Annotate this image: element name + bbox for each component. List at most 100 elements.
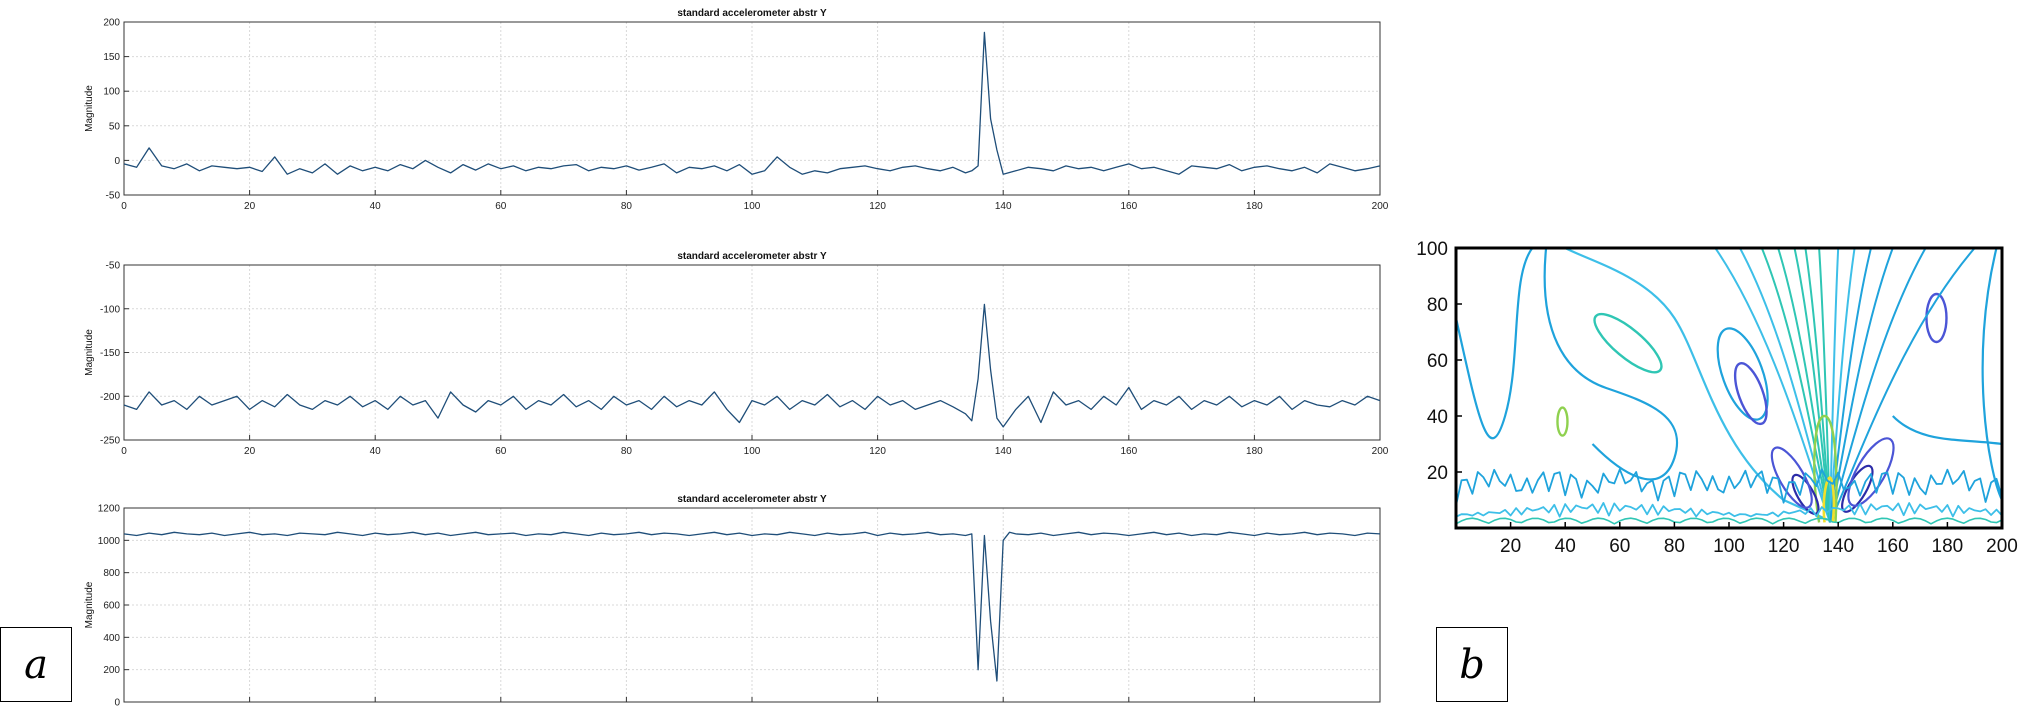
panel-label-b: b	[1436, 627, 1508, 702]
y-tick-label: -100	[100, 304, 120, 315]
panel-label-a: a	[0, 627, 72, 702]
chart-title: standard accelerometer abstr Y	[677, 8, 827, 19]
x-tick-label: 0	[121, 201, 127, 212]
y-tick-label: 100	[1416, 239, 1448, 260]
y-tick-label: 800	[103, 568, 120, 579]
x-tick-label: 160	[1120, 446, 1137, 457]
line-plot-1: 0 20 40 60 80 100 120 140 160 180 200-500501001502…	[84, 8, 1389, 212]
data-line	[123, 31, 1381, 175]
x-tick-label: 20	[244, 201, 256, 212]
contour-teal-loop	[1593, 312, 1663, 374]
contour-plot: 20 40 60 80 100 120 140 160 180 200 20 40 60 80 100	[1416, 239, 2018, 557]
x-tick-label: 120	[1768, 536, 1800, 557]
x-tick-label: 100	[744, 201, 761, 212]
y-tick-label: 200	[103, 18, 120, 29]
contour-right-edge	[1981, 248, 2002, 501]
contour-bottom-teal	[1456, 517, 2002, 525]
x-tick-label: 40	[370, 446, 382, 457]
chart-title: standard accelerometer abstr Y	[677, 494, 827, 505]
y-tick-label: 150	[103, 52, 120, 63]
y-tick-label: 100	[103, 87, 120, 98]
y-tick-label: 50	[109, 121, 121, 132]
contour-indigo-lobe-left	[1770, 446, 1813, 509]
contour-outer-left	[1456, 248, 1534, 440]
y-tick-label: 0	[114, 156, 120, 167]
y-axis-label: Magnitude	[84, 581, 95, 628]
x-tick-label: 200	[1372, 446, 1389, 457]
contour-frame	[1454, 246, 2004, 530]
x-tick-label: 40	[370, 201, 382, 212]
y-tick-label: 1200	[98, 504, 121, 515]
data-line	[123, 303, 1381, 428]
contour-core-yellow	[1822, 476, 1836, 523]
y-tick-label: 600	[103, 601, 120, 612]
contour-bottom-blue	[1456, 468, 2002, 512]
x-tick-label: 80	[621, 446, 633, 457]
x-tick-label: 40	[1555, 536, 1576, 557]
y-tick-label: 1000	[98, 536, 121, 547]
contour-fan-line	[1739, 248, 1831, 523]
x-tick-label: 180	[1246, 446, 1263, 457]
x-tick-label: 140	[995, 201, 1012, 212]
y-tick-label: -50	[106, 191, 121, 202]
y-tick-label: 400	[103, 633, 120, 644]
contour-fan-line	[1829, 248, 1976, 523]
line-plot-2: 0 20 40 60 80 100 120 140 160 180 200 -250 -200 -150 -…	[84, 251, 1389, 457]
contour-lines	[1456, 248, 2002, 525]
contour-green-loop	[1556, 406, 1569, 437]
x-tick-label: 20	[244, 446, 256, 457]
y-tick-label: -50	[106, 261, 121, 272]
y-tick-label: 20	[1427, 463, 1448, 484]
x-tick-label: 20	[1500, 536, 1521, 557]
contour-outer-right	[1564, 248, 1828, 521]
x-tick-label: 100	[744, 446, 761, 457]
y-tick-label: 60	[1427, 351, 1448, 372]
y-axis-label: Magnitude	[84, 85, 95, 132]
x-tick-label: 80	[621, 201, 633, 212]
contour-indigo-lobe	[1733, 362, 1768, 426]
x-tick-label: 120	[869, 446, 886, 457]
x-tick-label: 0	[121, 446, 127, 457]
contour-indigo-right	[1925, 292, 1948, 344]
y-tick-label: 0	[114, 698, 120, 708]
contour-fan-line	[1829, 248, 1840, 523]
x-tick-label: 60	[1609, 536, 1630, 557]
y-tick-label: -200	[100, 392, 120, 403]
x-tick-label: 180	[1246, 201, 1263, 212]
x-tick-label: 60	[495, 446, 507, 457]
y-tick-label: 40	[1427, 407, 1448, 428]
x-tick-label: 180	[1932, 536, 1964, 557]
x-tick-label: 160	[1120, 201, 1137, 212]
contour-fan-line	[1818, 248, 1831, 523]
y-tick-label: 80	[1427, 295, 1448, 316]
x-tick-label: 200	[1986, 536, 2018, 557]
x-tick-label: 80	[1664, 536, 1685, 557]
contour-fan-line	[1804, 248, 1831, 523]
contour-fan-line	[1714, 248, 1831, 523]
contour-fan-line	[1829, 248, 1927, 523]
contour-dark-lobe-left	[1791, 473, 1820, 515]
x-tick-label: 120	[869, 201, 886, 212]
data-line	[123, 531, 1381, 682]
y-tick-label: -250	[100, 436, 120, 447]
y-tick-label: -150	[100, 348, 120, 359]
x-tick-label: 140	[1822, 536, 1854, 557]
x-tick-label: 60	[495, 201, 507, 212]
chart-title: standard accelerometer abstr Y	[677, 251, 827, 262]
x-tick-label: 200	[1372, 201, 1389, 212]
contour-outer-mid	[1543, 248, 1679, 481]
x-tick-label: 100	[1713, 536, 1745, 557]
contour-fan-line	[1829, 248, 1856, 523]
contour-right-low	[1892, 415, 2002, 446]
contour-fan-line	[1777, 248, 1831, 523]
line-plot-3: 0204060801001201401601802000200400600800…	[84, 494, 1389, 712]
x-tick-label: 140	[995, 446, 1012, 457]
contour-blue-lobe	[1716, 327, 1769, 421]
contour-indigo-lobe-right	[1847, 437, 1895, 507]
contour-bottom-cyan	[1456, 502, 2002, 520]
x-tick-label: 160	[1877, 536, 1909, 557]
y-axis-label: Magnitude	[84, 329, 95, 376]
y-tick-label: 200	[103, 665, 120, 676]
contour-fan-line	[1829, 248, 1894, 523]
